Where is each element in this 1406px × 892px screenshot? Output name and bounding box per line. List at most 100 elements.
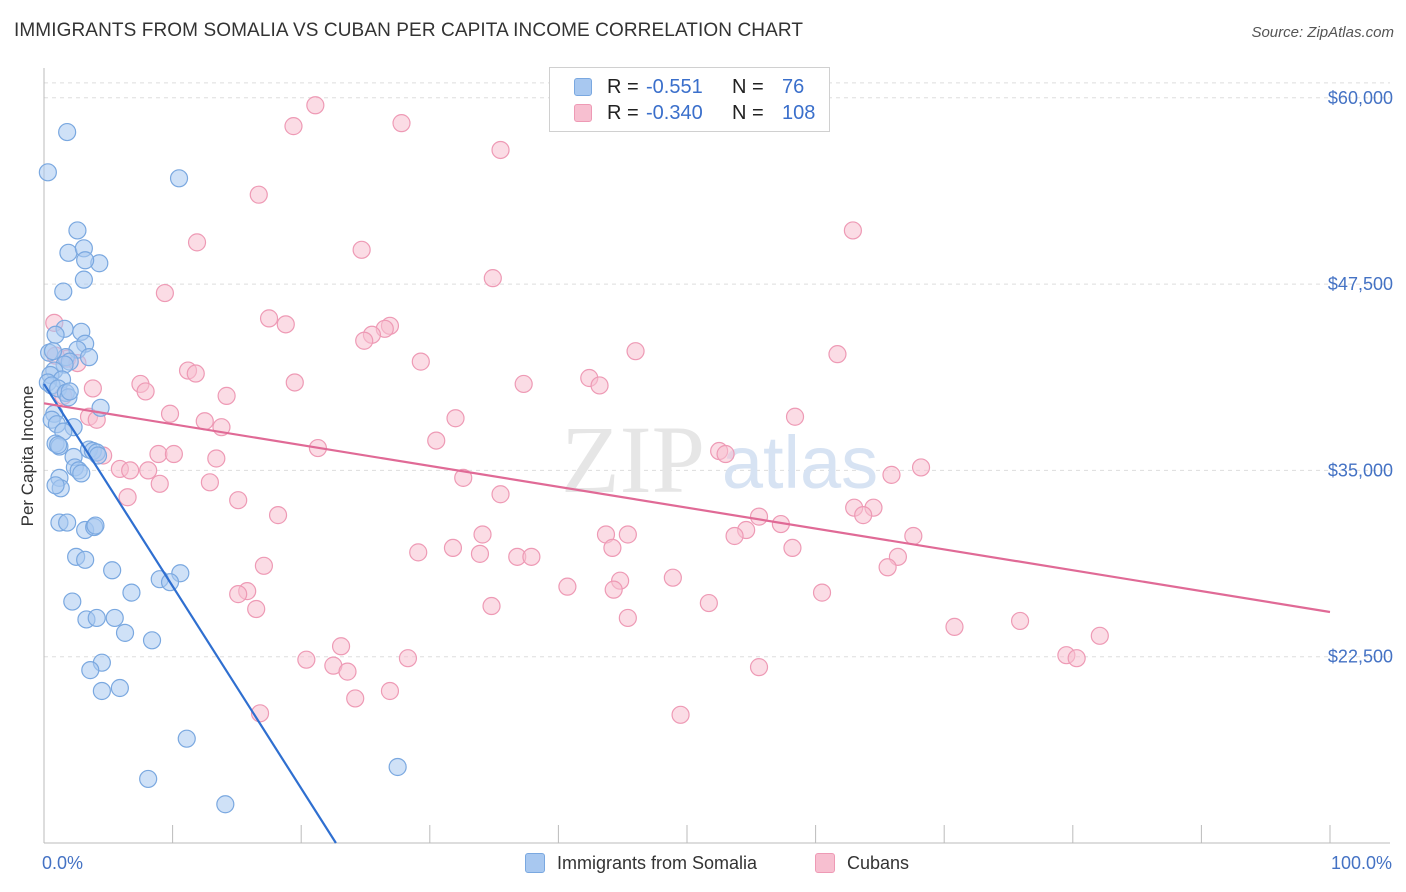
watermark-zip: ZIP bbox=[561, 406, 705, 513]
point-somalia bbox=[81, 661, 100, 680]
point-cubans bbox=[285, 373, 304, 392]
point-cubans bbox=[785, 407, 805, 426]
y-tick-label: $47,500 bbox=[1328, 274, 1393, 294]
point-cubans bbox=[783, 538, 802, 558]
point-cubans bbox=[1067, 649, 1086, 668]
point-somalia bbox=[216, 795, 235, 814]
point-somalia bbox=[115, 623, 135, 642]
point-somalia bbox=[58, 513, 77, 532]
point-cubans bbox=[160, 404, 180, 423]
point-somalia bbox=[139, 769, 158, 789]
point-cubans bbox=[187, 233, 207, 252]
point-cubans bbox=[446, 409, 465, 428]
point-somalia bbox=[54, 282, 73, 301]
point-cubans bbox=[618, 608, 637, 628]
point-cubans bbox=[1090, 626, 1109, 645]
point-cubans bbox=[878, 558, 897, 577]
point-somalia bbox=[38, 163, 57, 182]
point-cubans bbox=[229, 491, 248, 510]
point-somalia bbox=[49, 435, 68, 455]
point-cubans bbox=[284, 117, 303, 136]
point-cubans bbox=[200, 473, 219, 492]
point-cubans bbox=[491, 140, 510, 160]
legend-swatch-cubans bbox=[574, 104, 592, 122]
point-somalia bbox=[58, 122, 77, 142]
point-cubans bbox=[207, 449, 226, 468]
legend-n-value-cubans: 108 bbox=[782, 102, 816, 124]
point-cubans bbox=[473, 525, 492, 544]
point-cubans bbox=[443, 538, 463, 558]
point-cubans bbox=[139, 461, 158, 480]
point-cubans bbox=[904, 526, 923, 546]
point-cubans bbox=[749, 658, 769, 677]
x-tick-label-max: 100.0% bbox=[1330, 853, 1392, 873]
point-cubans bbox=[590, 376, 609, 395]
point-cubans bbox=[136, 382, 155, 401]
legend-r-value-cubans: -0.340 bbox=[646, 102, 703, 124]
point-cubans bbox=[149, 444, 168, 464]
point-somalia bbox=[68, 221, 87, 240]
point-cubans bbox=[843, 221, 862, 240]
point-cubans bbox=[331, 637, 351, 656]
point-cubans bbox=[297, 650, 316, 669]
point-somalia bbox=[110, 678, 129, 698]
point-cubans bbox=[355, 331, 374, 350]
point-cubans bbox=[626, 342, 645, 361]
point-cubans bbox=[380, 681, 400, 701]
point-cubans bbox=[812, 583, 832, 602]
y-tick-label: $22,500 bbox=[1328, 647, 1393, 667]
point-somalia bbox=[63, 592, 82, 611]
chart-title: IMMIGRANTS FROM SOMALIA VS CUBAN PER CAP… bbox=[14, 20, 804, 41]
point-cubans bbox=[346, 689, 365, 708]
point-cubans bbox=[725, 526, 744, 546]
point-somalia bbox=[43, 342, 63, 361]
point-somalia bbox=[86, 516, 105, 535]
gridlines bbox=[44, 82, 1390, 658]
point-cubans bbox=[121, 461, 140, 480]
point-cubans bbox=[254, 556, 274, 575]
point-cubans bbox=[854, 506, 873, 525]
point-cubans bbox=[699, 593, 718, 613]
axes bbox=[43, 68, 1390, 844]
point-cubans bbox=[427, 431, 446, 450]
point-cubans bbox=[217, 386, 236, 405]
point-somalia bbox=[177, 729, 196, 748]
point-cubans bbox=[229, 585, 248, 604]
point-cubans bbox=[398, 649, 418, 668]
data-points bbox=[38, 96, 1109, 814]
point-cubans bbox=[482, 596, 501, 616]
point-cubans bbox=[604, 580, 623, 599]
point-somalia bbox=[92, 681, 111, 701]
point-cubans bbox=[491, 485, 510, 504]
point-somalia bbox=[122, 583, 141, 602]
point-cubans bbox=[603, 538, 622, 558]
watermark-atlas: atlas bbox=[722, 421, 878, 504]
point-somalia bbox=[105, 608, 124, 628]
point-somalia bbox=[76, 550, 95, 569]
point-cubans bbox=[411, 352, 430, 371]
point-cubans bbox=[663, 568, 682, 587]
point-cubans bbox=[276, 315, 295, 334]
point-cubans bbox=[186, 364, 205, 383]
point-somalia bbox=[142, 631, 162, 650]
point-cubans bbox=[749, 507, 769, 526]
point-cubans bbox=[155, 283, 174, 303]
point-cubans bbox=[470, 544, 490, 563]
point-somalia bbox=[87, 608, 106, 628]
trend-lines bbox=[43, 383, 1331, 844]
series-legend-swatch-somalia bbox=[525, 853, 545, 873]
point-cubans bbox=[671, 705, 690, 724]
source-credit: Source: ZipAtlas.com bbox=[1251, 24, 1394, 41]
point-cubans bbox=[150, 474, 169, 493]
point-cubans bbox=[558, 577, 577, 596]
legend-r-value-somalia: -0.551 bbox=[646, 76, 703, 98]
point-cubans bbox=[522, 547, 541, 566]
legend-r-label: R = bbox=[607, 76, 639, 98]
point-cubans bbox=[83, 379, 102, 398]
trend-line-somalia bbox=[43, 383, 337, 844]
point-somalia bbox=[103, 561, 122, 580]
point-cubans bbox=[259, 309, 279, 328]
legend-n-label: N = bbox=[732, 102, 764, 124]
legend-n-label: N = bbox=[732, 76, 764, 98]
